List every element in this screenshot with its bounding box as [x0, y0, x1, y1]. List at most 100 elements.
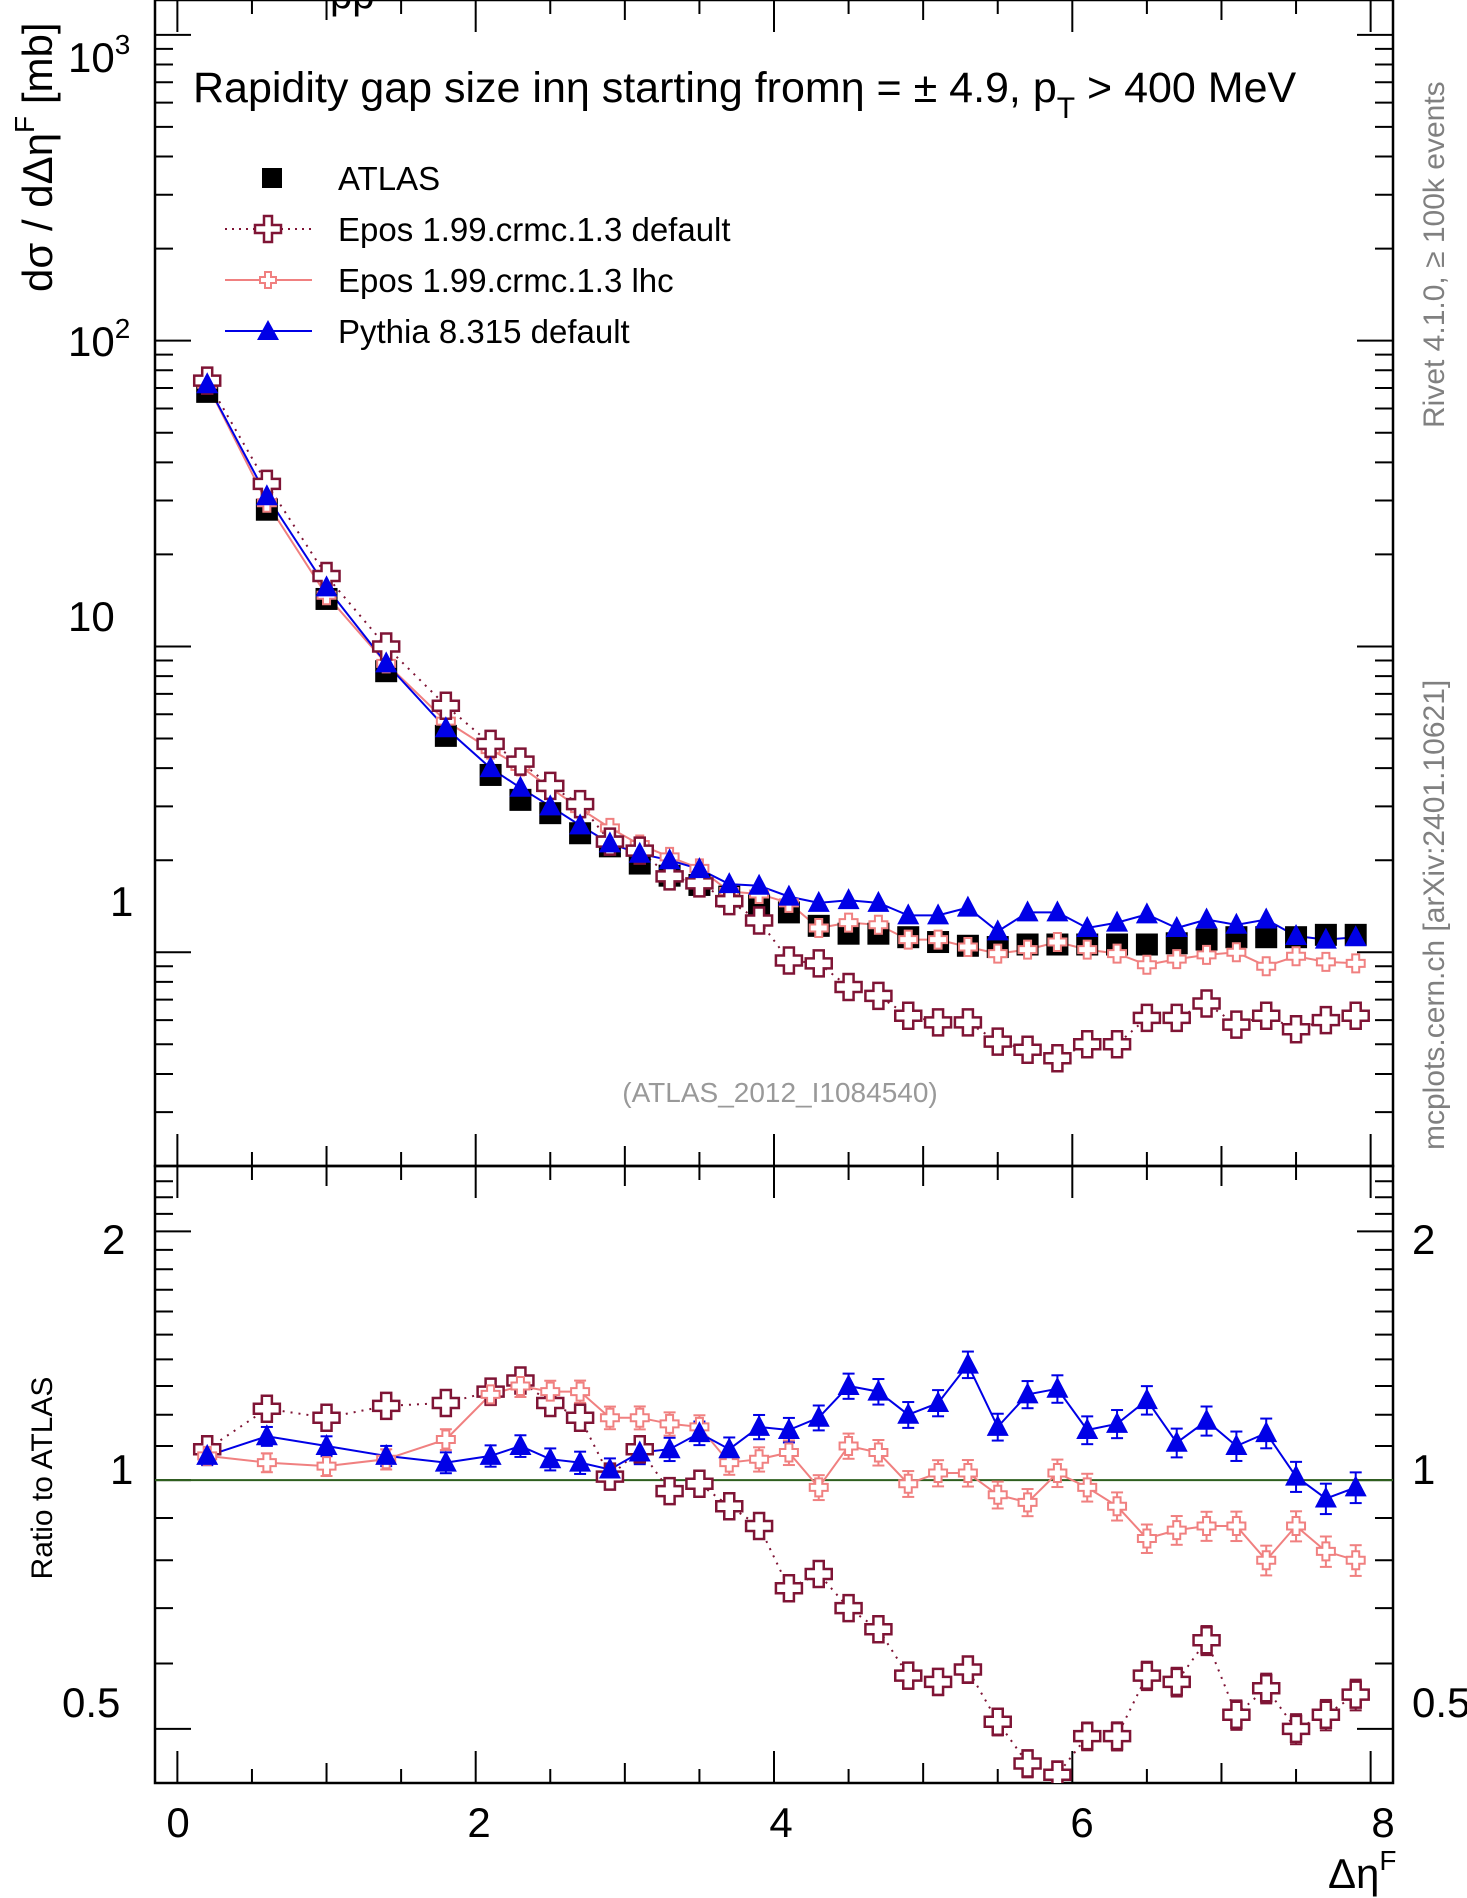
top-epos-lhc-point	[838, 912, 859, 933]
top-epos-lhc-point	[928, 929, 949, 950]
ratio-epos-default-point	[1341, 1680, 1370, 1709]
legend-atlas-marker	[262, 168, 282, 188]
ratio-pythia-point	[688, 1421, 711, 1443]
top-pythia-point	[255, 484, 278, 506]
top-pythia-point	[837, 888, 860, 910]
ratio-pythia-point	[539, 1447, 562, 1469]
top-epos-lhc-point	[808, 918, 829, 939]
top-epos-lhc-point	[1077, 939, 1098, 960]
legend-entry-pythia: Pythia 8.315 default	[225, 313, 630, 350]
ratio-pythia-line	[206, 1362, 1357, 1500]
ratio-epos-lhc-point	[928, 1463, 949, 1484]
ratio-pythia-point	[986, 1414, 1009, 1436]
top-y-axis-label: dσ / dΔηF [mb]	[9, 22, 61, 292]
top-pythia-point	[1195, 907, 1218, 929]
ratio-pythia-point	[569, 1450, 592, 1472]
top-pythia-point	[1225, 912, 1248, 934]
top-epos-default-point	[1013, 1035, 1042, 1064]
ratio-epos-default-point	[685, 1469, 714, 1499]
ratio-y-axis-label: Ratio to ATLAS	[26, 1377, 59, 1580]
top-pythia-point	[777, 884, 800, 906]
ratio-pythia-point	[777, 1417, 800, 1439]
ratio-epos-default-point	[565, 1403, 595, 1432]
ratio-epos-default-point	[893, 1661, 923, 1690]
legend-epos-lhc-marker	[259, 271, 277, 289]
top-epos-default-point	[655, 862, 684, 891]
top-epos-default-point	[1192, 989, 1221, 1018]
top-pythia-point	[479, 756, 502, 778]
top-epos-default-point	[1341, 1001, 1370, 1030]
legend: ATLAS Epos 1.99.crmc.1.3 default Epos 1.…	[225, 160, 731, 350]
ratio-epos-default-point	[983, 1707, 1012, 1737]
ratio-y-tick-label-right-0.5: 0.5	[1412, 1679, 1467, 1726]
top-pythia-point	[807, 890, 830, 912]
ratio-pythia-point	[1285, 1464, 1308, 1486]
top-pythia-point	[598, 831, 621, 853]
ratio-pythia-point	[837, 1374, 860, 1396]
top-atlas-point	[1135, 933, 1158, 956]
x-tick-label-8: 8	[1371, 1799, 1394, 1846]
top-atlas-point	[1195, 928, 1218, 951]
ratio-epos-default-point	[1281, 1714, 1311, 1744]
ratio-panel-frame	[153, 1164, 1395, 1785]
ratio-pythia-point	[315, 1433, 338, 1455]
ratio-epos-lhc-point	[510, 1376, 531, 1397]
top-pythia-point	[986, 919, 1009, 941]
top-pythia-point	[927, 903, 950, 925]
top-pythia-point	[718, 872, 741, 894]
top-epos-default-point	[431, 691, 461, 720]
top-epos-lhc-point	[1286, 946, 1307, 967]
top-epos-default-point	[1281, 1015, 1311, 1044]
ratio-epos-lhc-point	[316, 1456, 337, 1477]
top-epos-default-point	[834, 972, 863, 1002]
top-epos-default-point	[1132, 1003, 1162, 1033]
ratio-pythia-point	[1344, 1475, 1367, 1497]
ratio-epos-default-point	[1162, 1667, 1191, 1697]
top-epos-default-point	[744, 906, 774, 935]
ratio-epos-default-point	[834, 1593, 863, 1623]
mcplots-citation-label: mcplots.cern.ch [arXiv:2401.10621]	[1418, 680, 1451, 1150]
ratio-pythia-point	[1135, 1388, 1158, 1410]
ratio-epos-lhc-point	[435, 1429, 456, 1450]
ratio-epos-lhc-point	[540, 1381, 561, 1402]
top-y-tick-label-100: 102	[68, 313, 130, 365]
top-epos-default-point	[983, 1027, 1012, 1056]
ratio-pythia-point	[1225, 1433, 1248, 1455]
top-epos-default-point	[1222, 1010, 1251, 1039]
legend-entry-epos-default: Epos 1.99.crmc.1.3 default	[225, 211, 731, 248]
ratio-epos-lhc-point	[1345, 1550, 1366, 1571]
ratio-epos-default-line	[206, 1379, 1357, 1776]
top-pythia-point	[897, 903, 920, 925]
top-pythia-point	[688, 857, 711, 879]
ratio-pythia-point	[196, 1443, 219, 1465]
ratio-epos-lhc-point	[898, 1473, 919, 1494]
top-pythia-point	[748, 873, 771, 895]
ratio-epos-default-point	[1251, 1673, 1281, 1703]
top-epos-default-point	[923, 1008, 953, 1037]
top-epos-lhc-point	[1136, 954, 1157, 975]
ratio-pythia-point	[1165, 1430, 1188, 1452]
x-axis-label: ΔηF	[1328, 1845, 1397, 1897]
ratio-epos-default-point	[864, 1615, 893, 1644]
ratio-y-tick-label-1: 1	[110, 1446, 133, 1493]
top-pythia-point	[1016, 900, 1039, 922]
ratio-epos-default-point	[953, 1655, 983, 1684]
ratio-y-tick-label-0.5: 0.5	[62, 1679, 120, 1726]
top-pythia-point	[1285, 924, 1308, 946]
ratio-epos-lhc-point	[808, 1477, 829, 1498]
ratio-pythia-point	[718, 1437, 741, 1459]
legend-epos-lhc-label: Epos 1.99.crmc.1.3 lhc	[338, 262, 674, 299]
top-epos-lhc-point	[987, 943, 1008, 964]
ratio-epos-lhc-point	[778, 1442, 799, 1463]
ratio-epos-default-point	[744, 1511, 774, 1541]
ratio-epos-default-point	[1043, 1760, 1072, 1783]
analysis-id-label: (ATLAS_2012_I1084540)	[622, 1077, 938, 1108]
top-y-tick-label-1: 1	[110, 878, 133, 925]
ratio-epos-lhc-point	[838, 1435, 859, 1456]
top-epos-default-point	[371, 632, 401, 661]
ratio-pythia-point	[1106, 1411, 1129, 1433]
top-epos-default-point	[1162, 1003, 1191, 1033]
top-pythia-point	[1314, 927, 1337, 949]
top-epos-default-point	[893, 1001, 923, 1030]
